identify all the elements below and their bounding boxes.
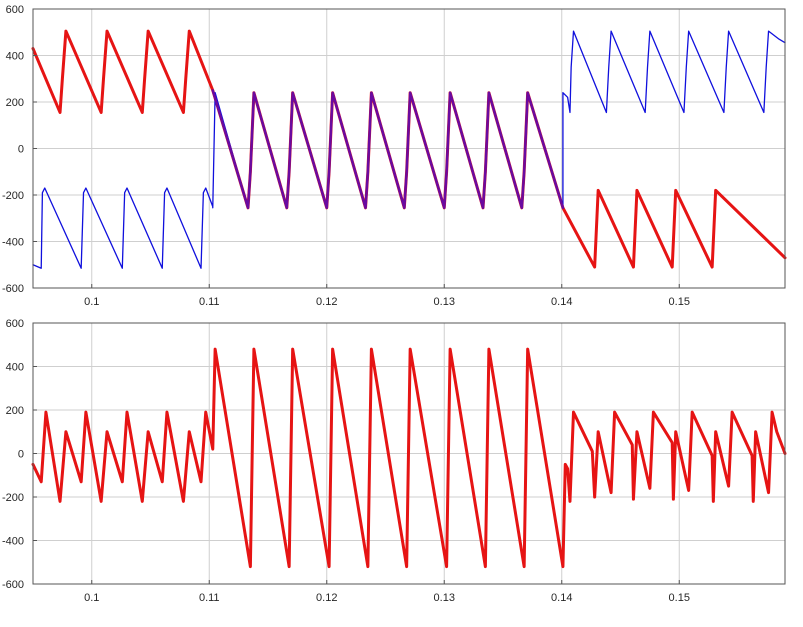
y-tick-label: -600 bbox=[2, 579, 24, 591]
x-tick-label: 0.15 bbox=[669, 296, 690, 308]
y-tick-label: 600 bbox=[6, 318, 24, 330]
y-tick-label: 0 bbox=[18, 449, 24, 461]
top-plot: 0.1 0.11 0.12 0.13 0.14 0.15 -600 -400 -200 0 200 4… bbox=[2, 4, 787, 308]
y-tick-label: -200 bbox=[2, 190, 24, 202]
x-tick-label: 0.14 bbox=[551, 592, 572, 604]
y-tick-label: 400 bbox=[6, 362, 24, 374]
y-tick-label: -600 bbox=[2, 283, 24, 295]
series-line-3 bbox=[211, 89, 565, 210]
x-tick-label: 0.12 bbox=[316, 296, 337, 308]
y-tick-label: -400 bbox=[2, 536, 24, 548]
x-tick-label: 0.11 bbox=[199, 296, 220, 308]
x-tick-label: 0.1 bbox=[84, 592, 99, 604]
x-tick-label: 0.15 bbox=[669, 592, 690, 604]
bottom-plot: 0.1 0.11 0.12 0.13 0.14 0.15 -600 -400 -200 0 200 4… bbox=[2, 318, 787, 604]
x-tick-label: 0.13 bbox=[434, 592, 455, 604]
y-tick-label: 400 bbox=[6, 51, 24, 63]
x-tick-label: 0.13 bbox=[434, 296, 455, 308]
x-tick-label: 0.11 bbox=[199, 592, 220, 604]
x-tick-label: 0.14 bbox=[551, 296, 572, 308]
y-tick-label: 200 bbox=[6, 97, 24, 109]
y-tick-label: -400 bbox=[2, 237, 24, 249]
y-tick-label: 0 bbox=[18, 144, 24, 156]
y-tick-label: 600 bbox=[6, 4, 24, 16]
series-line-1 bbox=[31, 347, 787, 569]
x-tick-label: 0.12 bbox=[316, 592, 337, 604]
y-tick-label: -200 bbox=[2, 492, 24, 504]
x-tick-label: 0.1 bbox=[84, 296, 99, 308]
y-tick-label: 200 bbox=[6, 405, 24, 417]
